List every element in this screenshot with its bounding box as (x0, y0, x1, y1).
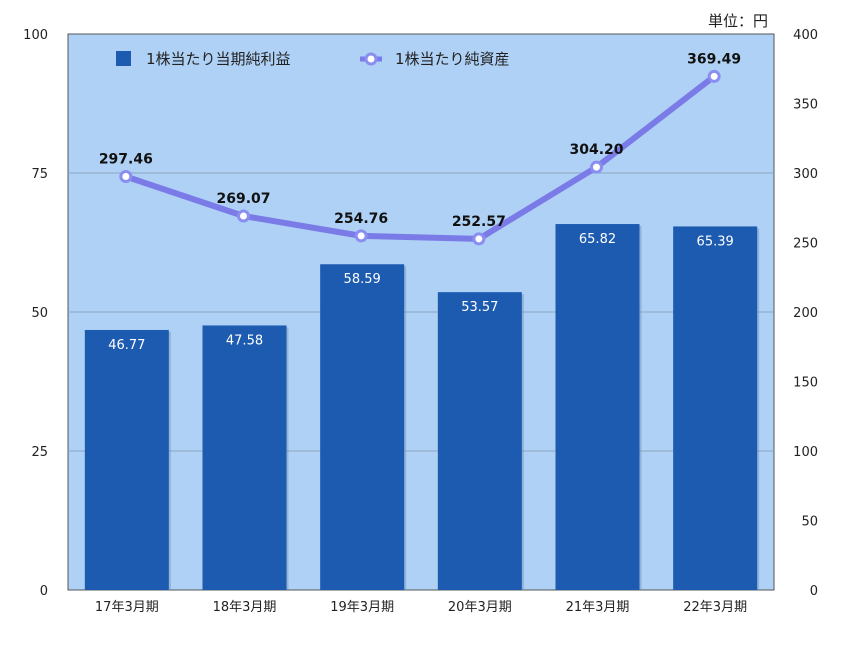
bar (202, 325, 287, 590)
legend-line-label: 1株当たり純資産 (395, 50, 510, 68)
line-point (472, 232, 486, 246)
line-value-label: 369.49 (687, 51, 741, 67)
bar-value-label: 65.39 (697, 234, 734, 249)
x-tick-label: 22年3月期 (683, 600, 747, 615)
bar-value-label: 46.77 (108, 338, 145, 353)
y-left-tick-label: 100 (23, 28, 48, 43)
line-value-label: 254.76 (334, 211, 388, 227)
unit-label: 単位：円 (708, 12, 768, 30)
bar (437, 292, 522, 590)
bar (673, 226, 758, 591)
bar (555, 224, 640, 590)
line-point (590, 160, 603, 174)
x-tick-label: 17年3月期 (95, 600, 159, 615)
line-series (119, 69, 721, 246)
legend-bar-label: 1株当たり当期純利益 (146, 50, 291, 68)
y-right-tick-label: 100 (793, 445, 818, 460)
bar-value-label: 58.59 (344, 272, 381, 287)
y-right-tick-label: 150 (793, 376, 818, 391)
line-point (119, 170, 133, 184)
gridlines (68, 172, 774, 452)
y-right-tick-label: 200 (793, 306, 818, 321)
bar-value-label: 53.57 (461, 300, 498, 315)
y-left-tick-label: 75 (31, 167, 48, 182)
line-point (237, 209, 250, 223)
line-point (354, 229, 368, 243)
line-point (707, 69, 721, 83)
y-right-tick-label: 350 (793, 98, 818, 113)
legend-line-marker (364, 52, 378, 66)
y-right-tick-label: 50 (801, 515, 818, 530)
x-tick-label: 21年3月期 (566, 600, 630, 615)
bars (84, 224, 760, 591)
bar-value-label: 47.58 (226, 333, 263, 348)
y-right-tick-label: 300 (793, 167, 818, 182)
series-line (122, 73, 718, 242)
y-right-tick-label: 400 (793, 28, 818, 43)
line-value-label: 304.20 (569, 142, 623, 158)
line-labels: 297.46 269.07 254.76 252.57 304.20 369.49 (99, 51, 741, 230)
y-left-tick-label: 50 (31, 306, 48, 321)
y-left-tick-label: 25 (31, 445, 48, 460)
bar-labels: 46.77 47.58 58.59 53.57 65.82 65.39 (108, 232, 734, 353)
legend-bar-swatch (116, 51, 131, 66)
line-value-label: 252.57 (452, 214, 506, 230)
legend: 1株当たり当期純利益 1株当たり純資産 (116, 50, 510, 68)
x-axis: 17年3月期 18年3月期 19年3月期 20年3月期 21年3月期 22年3月期 (95, 600, 747, 615)
y-right-tick-label: 0 (810, 584, 818, 599)
line-value-label: 269.07 (216, 191, 270, 207)
x-tick-label: 20年3月期 (448, 600, 512, 615)
y-axis-left: 0 25 50 75 100 (23, 28, 48, 599)
x-tick-label: 19年3月期 (330, 600, 394, 615)
x-tick-label: 18年3月期 (213, 600, 277, 615)
bar (84, 329, 169, 590)
bar (320, 264, 405, 590)
y-right-tick-label: 250 (793, 237, 818, 252)
y-left-tick-label: 0 (40, 584, 48, 599)
y-axis-right: 0 50 100 150 200 250 300 350 400 (793, 28, 818, 599)
line-value-label: 297.46 (99, 152, 153, 168)
bar-value-label: 65.82 (579, 232, 616, 247)
